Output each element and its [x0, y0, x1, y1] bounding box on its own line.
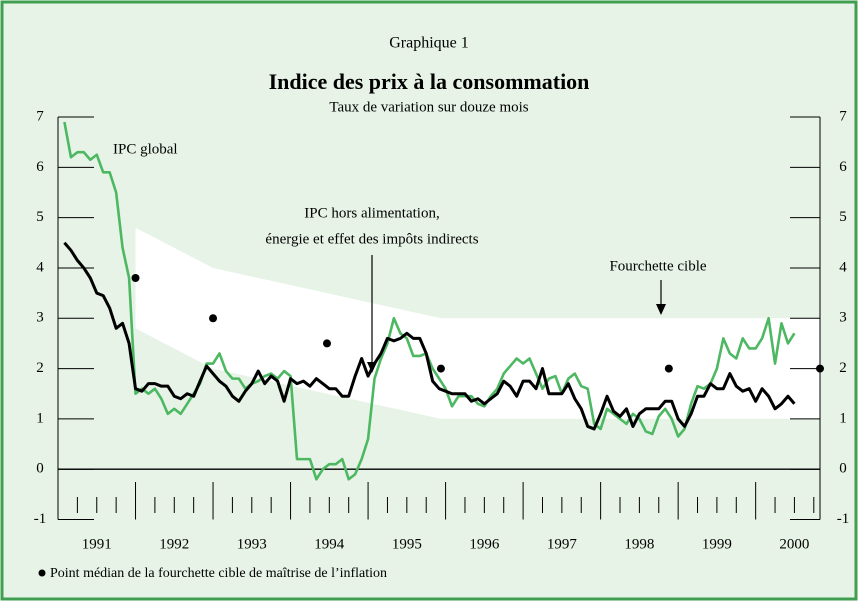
midpoint [436, 364, 445, 373]
axis-layer: -1 0 1 2 3 4 5 6 7 -1 0 1 2 3 4 5 6 7 1991 1992 1993 1994 1995… [34, 108, 850, 552]
annotation: IPC hors alimentation, [304, 205, 439, 221]
y-tick-label: 2 [36, 360, 44, 376]
y2-tick-label: 1 [839, 410, 847, 426]
x-tick-label: 1996 [469, 536, 500, 552]
y2-tick-label: -1 [837, 511, 850, 527]
x-tick-label: 1991 [82, 536, 112, 552]
y-tick-label: 6 [36, 159, 44, 175]
y-tick-label: 3 [36, 310, 44, 326]
y-tick-label: 5 [36, 209, 44, 225]
y-tick-label: 1 [36, 410, 44, 426]
midpoint [664, 364, 673, 373]
y-tick-label: 7 [36, 108, 44, 124]
y-tick-label: 0 [36, 461, 44, 477]
x-tick-label: 2000 [779, 536, 809, 552]
arrow-head [367, 362, 377, 373]
x-tick-label: 1992 [159, 536, 189, 552]
band-label: Fourchette cible [609, 258, 706, 274]
y2-tick-label: 4 [839, 259, 847, 275]
midpoint [816, 364, 824, 373]
x-tick-label: 1993 [237, 536, 267, 552]
target-band [135, 227, 820, 419]
legend-marker [38, 569, 46, 577]
chart-title: Indice des prix à la consommation [269, 69, 590, 94]
y2-tick-label: 2 [839, 360, 847, 376]
y-tick-label: 4 [36, 259, 44, 275]
y2-tick-label: 5 [839, 209, 847, 225]
midpoint [209, 314, 218, 323]
band-layer [135, 227, 820, 419]
arrow-head [656, 304, 666, 315]
y2-tick-label: 6 [839, 159, 847, 175]
annotation: énergie et effet des impôts indirects [265, 231, 478, 247]
y2-tick-label: 7 [839, 108, 847, 124]
x-tick-label: 1997 [547, 536, 578, 552]
line-layer [63, 121, 824, 481]
midpoint [322, 339, 331, 348]
y2-tick-label: 0 [839, 461, 847, 477]
series-label: IPC global [113, 141, 178, 157]
y2-tick-label: 3 [839, 310, 847, 326]
x-tick-label: 1998 [624, 536, 654, 552]
chart-header: Graphique 1 [389, 35, 469, 52]
x-tick-label: 1995 [392, 536, 422, 552]
series-line [63, 241, 796, 431]
x-tick-label: 1994 [314, 536, 345, 552]
midpoint [131, 274, 140, 282]
x-tick-label: 1999 [702, 536, 732, 552]
legend-label: Point médian de la fourchette cible de m… [50, 566, 387, 581]
chart-subtitle: Taux de variation sur douze mois [329, 99, 528, 115]
y-tick-label: -1 [34, 511, 47, 527]
